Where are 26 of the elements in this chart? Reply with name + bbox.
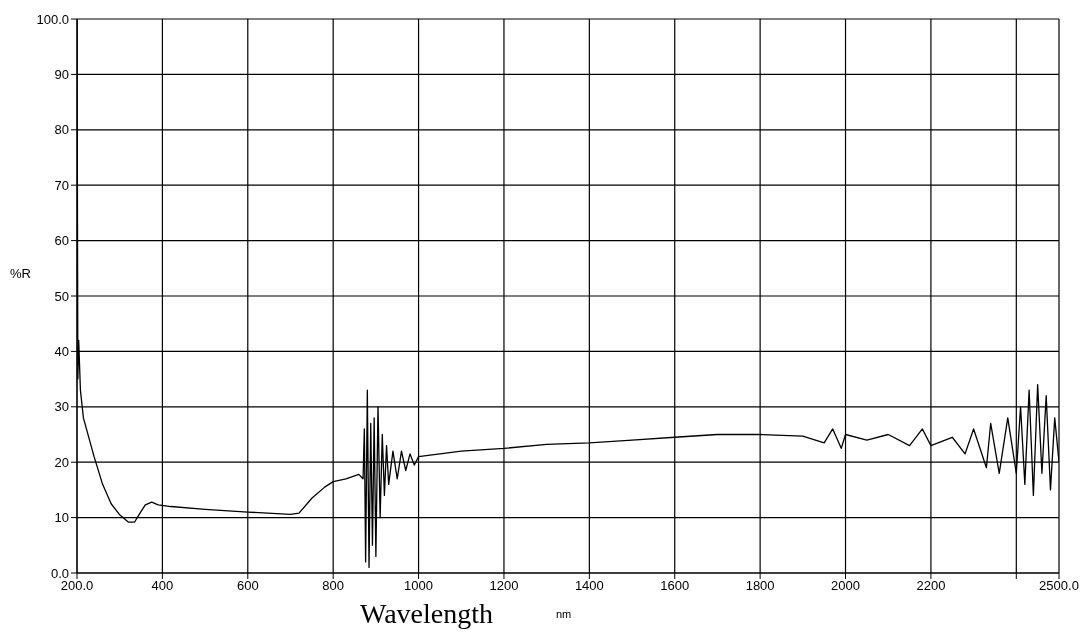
y-tick-label: 100.0 (36, 11, 69, 27)
y-tick-label: 0.0 (50, 565, 69, 581)
text: nm (556, 608, 572, 620)
y-tick-label: 20 (54, 454, 69, 470)
x-tick-label: 2000 (831, 578, 860, 594)
x-tick-label: 2500.0 (1039, 578, 1079, 594)
x-tick-label: 1000 (404, 578, 434, 594)
y-tick-label: 60 (54, 233, 69, 249)
y-tick-label: 50 (54, 288, 69, 304)
x-tick-label: 2200 (916, 578, 946, 594)
x-tick-label: 600 (236, 578, 259, 594)
y-axis-title: %R (10, 266, 31, 281)
y-tick-label: 90 (54, 67, 69, 83)
y-tick-label: 70 (54, 177, 69, 193)
y-tick-label: 80 (54, 122, 69, 138)
x-tick-label: 800 (322, 578, 345, 594)
x-axis-title: Wavelength (360, 598, 494, 630)
x-tick-label: 400 (151, 578, 174, 594)
x-tick-label: 1400 (574, 578, 604, 594)
x-tick-label: 1800 (745, 578, 775, 594)
y-tick-label: 10 (54, 510, 69, 526)
y-tick-label: 40 (54, 344, 69, 360)
x-tick-label: 1600 (660, 578, 690, 594)
y-tick-label: 30 (54, 399, 69, 415)
x-tick-label: 200.0 (60, 578, 94, 594)
x-tick-label: 1200 (489, 578, 519, 594)
